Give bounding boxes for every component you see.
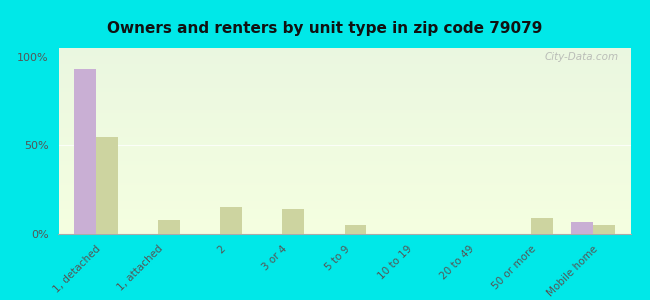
Bar	[220, 207, 242, 234]
Bar	[593, 225, 615, 234]
Bar	[282, 209, 304, 234]
Bar	[74, 69, 96, 234]
Bar	[96, 136, 118, 234]
Bar	[344, 225, 366, 234]
Text: Owners and renters by unit type in zip code 79079: Owners and renters by unit type in zip c…	[107, 21, 543, 36]
Text: City-Data.com: City-Data.com	[545, 52, 619, 62]
Bar	[158, 220, 180, 234]
Bar	[571, 222, 593, 234]
Bar	[531, 218, 552, 234]
